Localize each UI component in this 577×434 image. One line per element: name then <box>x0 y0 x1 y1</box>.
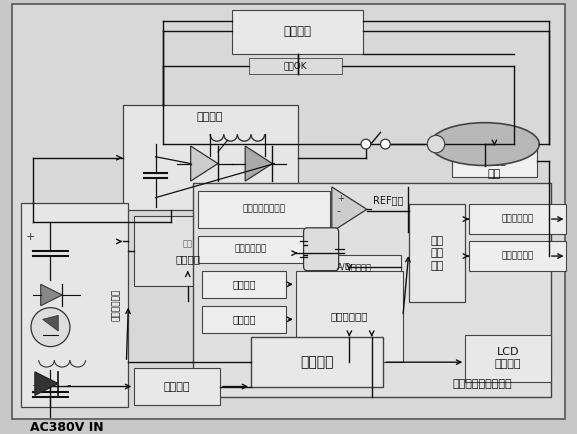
FancyBboxPatch shape <box>198 236 304 263</box>
Circle shape <box>31 308 70 347</box>
FancyBboxPatch shape <box>203 271 286 298</box>
Polygon shape <box>35 372 58 395</box>
Text: LCD
显示电路: LCD 显示电路 <box>495 347 521 369</box>
Polygon shape <box>332 187 367 232</box>
Text: AC380V IN: AC380V IN <box>30 421 104 434</box>
Text: -: - <box>66 379 70 392</box>
FancyBboxPatch shape <box>134 216 241 286</box>
Circle shape <box>427 135 445 153</box>
Text: 温度保护: 温度保护 <box>233 279 256 289</box>
Text: 调制: 调制 <box>183 239 193 248</box>
Text: 电流检测: 电流检测 <box>482 156 507 166</box>
Text: 驱动电路: 驱动电路 <box>175 254 200 264</box>
FancyBboxPatch shape <box>193 183 551 397</box>
Text: 过流保护: 过流保护 <box>233 314 256 324</box>
Text: 氙灯: 氙灯 <box>488 169 501 179</box>
FancyBboxPatch shape <box>304 228 339 271</box>
Text: A/D转换电路: A/D转换电路 <box>336 262 372 271</box>
FancyBboxPatch shape <box>452 144 537 177</box>
FancyBboxPatch shape <box>12 4 565 419</box>
Text: +: + <box>26 231 36 241</box>
Text: 预燃系统: 预燃系统 <box>283 25 311 38</box>
Polygon shape <box>190 146 218 181</box>
Polygon shape <box>245 146 272 181</box>
FancyBboxPatch shape <box>249 59 342 74</box>
Text: REF参考: REF参考 <box>373 196 403 206</box>
Text: 放电控制系统: 放电控制系统 <box>331 312 368 322</box>
FancyBboxPatch shape <box>409 204 465 302</box>
FancyBboxPatch shape <box>251 337 384 388</box>
Text: 放电异常信号: 放电异常信号 <box>235 245 267 254</box>
FancyBboxPatch shape <box>134 368 220 405</box>
FancyBboxPatch shape <box>465 335 551 381</box>
Polygon shape <box>43 316 58 331</box>
Text: +: + <box>337 194 343 203</box>
FancyBboxPatch shape <box>469 204 567 233</box>
FancyBboxPatch shape <box>122 105 298 210</box>
Text: 放电单元: 放电单元 <box>197 112 223 122</box>
Polygon shape <box>41 284 62 306</box>
FancyBboxPatch shape <box>469 241 567 271</box>
Text: 主控制器: 主控制器 <box>301 355 334 369</box>
Text: 氙灯功率保护电路: 氙灯功率保护电路 <box>243 205 286 214</box>
FancyBboxPatch shape <box>198 191 330 228</box>
Circle shape <box>380 139 390 149</box>
Text: 辅助电源: 辅助电源 <box>164 381 190 391</box>
FancyBboxPatch shape <box>203 306 286 333</box>
FancyBboxPatch shape <box>296 271 403 362</box>
Text: 乘法
积分
电路: 乘法 积分 电路 <box>430 236 444 270</box>
Ellipse shape <box>430 123 539 165</box>
Text: 预燃OK: 预燃OK <box>283 62 307 71</box>
Text: +: + <box>31 381 39 391</box>
Circle shape <box>361 139 371 149</box>
FancyBboxPatch shape <box>308 255 401 279</box>
Text: 氙灯电功率检测电路: 氙灯电功率检测电路 <box>453 378 512 388</box>
Text: 电压采集电路: 电压采集电路 <box>501 252 534 260</box>
Text: -: - <box>337 206 340 216</box>
FancyBboxPatch shape <box>231 10 363 53</box>
Text: 电流采集电路: 电流采集电路 <box>501 214 534 224</box>
Text: 充电电源系统: 充电电源系统 <box>112 289 121 321</box>
FancyBboxPatch shape <box>21 203 128 407</box>
